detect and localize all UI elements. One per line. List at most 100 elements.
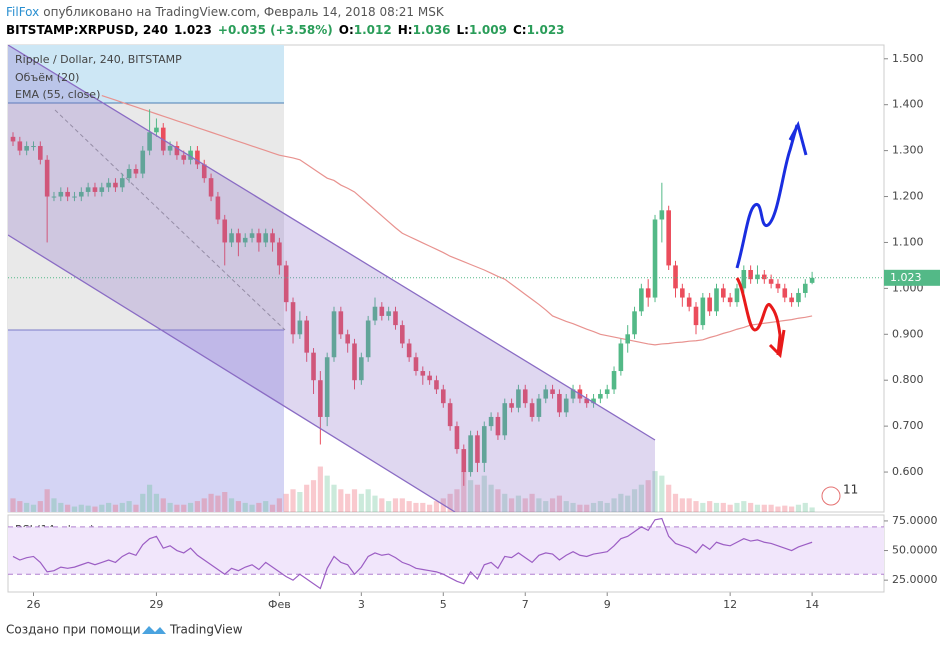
legend-title: Ripple / Dollar, 240, BITSTAMP <box>15 53 182 66</box>
y-tick-label: 0.900 <box>892 327 924 340</box>
volume-bar <box>133 504 139 512</box>
channel-line <box>8 45 656 441</box>
candle-body <box>386 311 391 316</box>
volume-bar <box>666 484 672 512</box>
candle-body <box>379 306 385 316</box>
volume-bar <box>433 501 440 512</box>
volume-bar <box>256 502 262 512</box>
volume-bar <box>160 498 166 512</box>
y-tick-label: 0.700 <box>892 419 924 432</box>
close-label: C: <box>513 23 527 37</box>
volume-bar <box>304 484 310 512</box>
zone-top <box>8 45 284 103</box>
candle-body <box>802 283 808 293</box>
high-label: H: <box>398 23 413 37</box>
candle-body <box>365 320 371 358</box>
candle-body <box>10 136 16 142</box>
volume-bar <box>536 498 542 512</box>
volume-bar <box>249 504 255 512</box>
volume-bar <box>392 498 399 512</box>
candle-body <box>598 393 603 399</box>
candle-body <box>475 435 480 463</box>
candle-body <box>707 297 712 312</box>
volume-bar <box>502 493 508 512</box>
candle-body <box>304 320 309 353</box>
x-tick-label: 12 <box>723 598 737 611</box>
candle-body <box>393 311 398 326</box>
volume-bar <box>187 502 194 512</box>
candle-body <box>249 233 255 238</box>
candle-body <box>92 187 98 192</box>
symbol: BITSTAMP:XRPUSD, 240 <box>6 23 168 37</box>
y-tick-label: 1.100 <box>892 235 924 248</box>
volume-bar <box>65 504 71 512</box>
volume-bar <box>529 493 535 512</box>
volume-bar <box>365 489 371 512</box>
volume-bar <box>741 501 747 512</box>
volume-bar <box>51 498 57 512</box>
volume-bar <box>85 505 91 512</box>
candle-body <box>359 357 364 381</box>
candle-body <box>543 389 549 399</box>
candle-body <box>509 403 514 408</box>
author: FilFox <box>6 5 39 19</box>
volume-bar <box>10 498 16 512</box>
low-label: L: <box>457 23 469 37</box>
candle-body <box>324 357 330 417</box>
candle-body <box>65 191 70 197</box>
candle-body <box>263 233 269 243</box>
event-icon[interactable] <box>821 486 841 506</box>
candle-body <box>31 146 36 148</box>
volume-bar <box>345 493 351 512</box>
y-tick-label: 0.800 <box>892 373 924 386</box>
y-tick-label: 1.500 <box>892 52 924 65</box>
volume-bar <box>37 501 43 512</box>
last-price-box <box>884 269 940 286</box>
volume-bar <box>386 501 392 512</box>
volume-bar <box>515 495 522 512</box>
candle-body <box>79 191 84 197</box>
candle-body <box>734 288 740 303</box>
x-tick-label: 3 <box>358 598 365 611</box>
volume-bar <box>597 501 603 512</box>
volume-bar <box>802 502 808 512</box>
candle-body <box>468 435 473 473</box>
event-badge: 11 <box>843 483 858 497</box>
volume-bar <box>235 501 241 512</box>
volume-bar <box>604 502 610 512</box>
candle-body <box>147 132 152 151</box>
volume-bar <box>761 504 767 512</box>
volume-bar <box>734 502 740 512</box>
candle-body <box>434 380 439 390</box>
volume-bar <box>372 495 378 512</box>
volume-bar <box>748 502 754 512</box>
volume-bar <box>358 493 364 512</box>
volume-bar <box>181 504 187 512</box>
volume-bar <box>78 504 84 512</box>
candle-body <box>700 297 706 326</box>
candle-body <box>584 398 590 404</box>
candle-body <box>618 343 624 372</box>
candle-body <box>133 168 139 174</box>
candle-body <box>570 389 576 399</box>
candle-body <box>591 398 596 404</box>
candle-body <box>338 311 344 335</box>
candle-body <box>24 146 29 151</box>
candle-body <box>522 389 528 404</box>
candle-body <box>727 297 733 303</box>
volume-bar <box>106 502 112 512</box>
candle-body <box>51 196 57 198</box>
candle-body <box>789 297 794 303</box>
candle-body <box>242 237 248 243</box>
volume-bar <box>577 504 583 512</box>
candle-body <box>768 279 774 284</box>
candle-body <box>188 150 193 160</box>
open-label: O: <box>339 23 354 37</box>
zone-bottom <box>8 330 284 512</box>
volume-bar <box>638 484 644 512</box>
header: FilFox опубликовано на TradingView.com, Ф… <box>6 5 445 19</box>
candle-body <box>318 380 323 417</box>
candle-body <box>352 343 357 381</box>
